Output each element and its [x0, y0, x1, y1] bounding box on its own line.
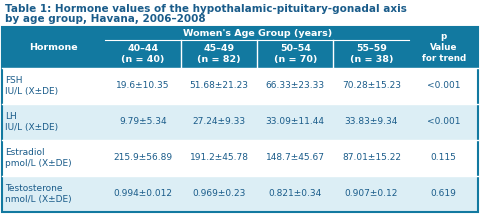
Text: 215.9±56.89: 215.9±56.89 — [113, 153, 172, 163]
Text: 19.6±10.35: 19.6±10.35 — [116, 82, 169, 90]
Text: <0.001: <0.001 — [427, 117, 460, 127]
Text: 40–44
(n = 40): 40–44 (n = 40) — [121, 44, 165, 64]
Text: 191.2±45.78: 191.2±45.78 — [190, 153, 249, 163]
Bar — [409, 27, 478, 68]
Text: 0.994±0.012: 0.994±0.012 — [113, 189, 172, 199]
Text: 45–49
(n = 82): 45–49 (n = 82) — [197, 44, 241, 64]
Text: 70.28±15.23: 70.28±15.23 — [342, 82, 401, 90]
Bar — [2, 176, 478, 212]
Bar — [105, 27, 409, 40]
Text: 0.821±0.34: 0.821±0.34 — [269, 189, 322, 199]
Bar — [2, 104, 478, 140]
Text: 66.33±23.33: 66.33±23.33 — [265, 82, 325, 90]
Text: 0.115: 0.115 — [431, 153, 456, 163]
Bar — [181, 40, 257, 68]
Text: Women's Age Group (years): Women's Age Group (years) — [182, 29, 332, 38]
Text: 50–54
(n = 70): 50–54 (n = 70) — [274, 44, 317, 64]
Bar — [2, 68, 478, 104]
Text: <0.001: <0.001 — [427, 82, 460, 90]
Bar — [2, 140, 478, 176]
Text: Estradiol
pmol/L (X±DE): Estradiol pmol/L (X±DE) — [5, 148, 72, 168]
Bar — [257, 40, 333, 68]
Text: 0.907±0.12: 0.907±0.12 — [345, 189, 398, 199]
Text: 55–59
(n = 38): 55–59 (n = 38) — [349, 44, 393, 64]
Text: 0.969±0.23: 0.969±0.23 — [192, 189, 246, 199]
Text: 27.24±9.33: 27.24±9.33 — [192, 117, 246, 127]
Bar — [2, 27, 105, 68]
Bar — [105, 40, 181, 68]
Text: 87.01±15.22: 87.01±15.22 — [342, 153, 401, 163]
Text: 9.79±5.34: 9.79±5.34 — [119, 117, 167, 127]
Text: 148.7±45.67: 148.7±45.67 — [266, 153, 324, 163]
Text: Hormone: Hormone — [29, 43, 78, 52]
Text: p
Value
for trend: p Value for trend — [421, 32, 466, 63]
Text: Testosterone
nmol/L (X±DE): Testosterone nmol/L (X±DE) — [5, 184, 72, 204]
Bar — [2, 27, 478, 212]
Text: 51.68±21.23: 51.68±21.23 — [190, 82, 249, 90]
Text: by age group, Havana, 2006–2008: by age group, Havana, 2006–2008 — [5, 14, 205, 24]
Bar — [333, 40, 409, 68]
Text: 33.09±11.44: 33.09±11.44 — [266, 117, 324, 127]
Text: LH
IU/L (X±DE): LH IU/L (X±DE) — [5, 112, 58, 132]
Text: FSH
IU/L (X±DE): FSH IU/L (X±DE) — [5, 76, 58, 96]
Text: 33.83±9.34: 33.83±9.34 — [345, 117, 398, 127]
Text: Table 1: Hormone values of the hypothalamic-pituitary-gonadal axis: Table 1: Hormone values of the hypothala… — [5, 4, 407, 14]
Text: 0.619: 0.619 — [431, 189, 456, 199]
